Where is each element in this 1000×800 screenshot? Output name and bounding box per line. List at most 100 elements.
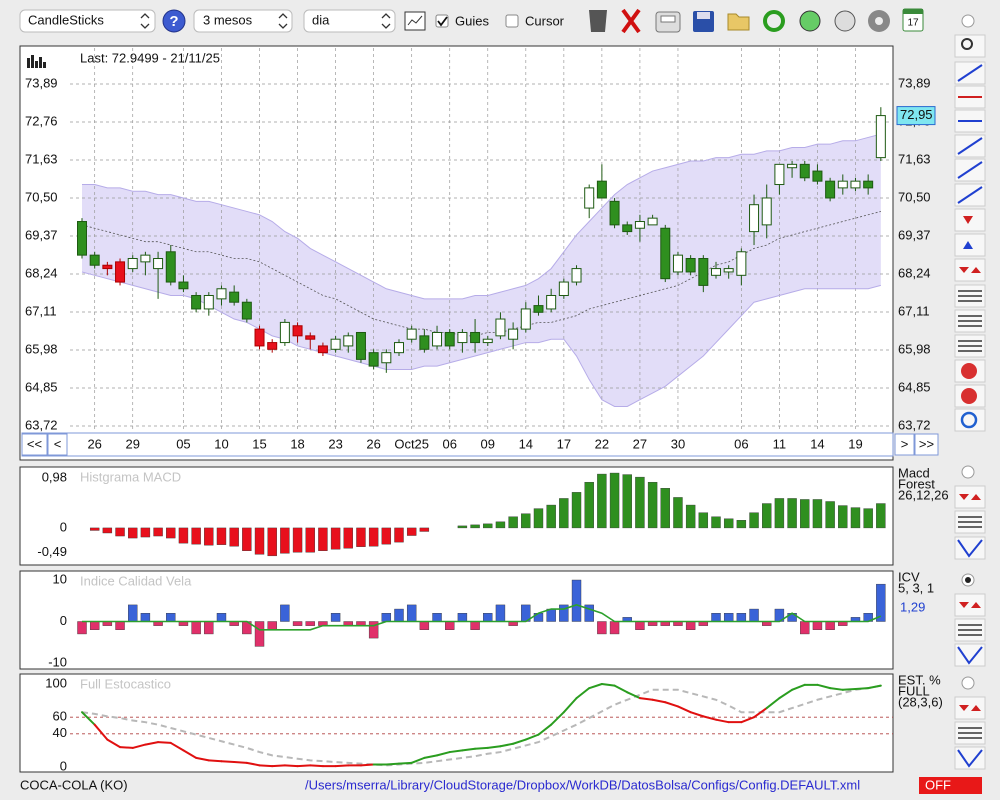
tool-button[interactable] xyxy=(954,34,986,58)
trash-button[interactable] xyxy=(589,10,607,32)
nav-button[interactable] xyxy=(914,433,939,456)
indicator-panel xyxy=(19,466,894,566)
icon-glyph xyxy=(589,10,607,32)
candle-body xyxy=(279,321,290,344)
y-tick-label: 0,98 xyxy=(42,470,67,485)
bar xyxy=(394,527,404,543)
stochastic-segment xyxy=(309,764,324,768)
tool-button[interactable] xyxy=(954,746,986,770)
tool-icon xyxy=(958,315,982,327)
panel-radio[interactable] xyxy=(961,676,975,690)
tool-icon xyxy=(961,363,977,379)
tool-button[interactable] xyxy=(954,536,986,560)
nav-button-label[interactable]: >> xyxy=(919,436,934,451)
status-button[interactable]: OFF xyxy=(919,777,982,794)
bar xyxy=(368,527,379,547)
interval-select[interactable]: dia xyxy=(303,9,396,33)
stochastic-segment xyxy=(524,733,540,741)
bar xyxy=(711,516,721,529)
stochastic-segment xyxy=(664,701,679,708)
bar xyxy=(419,527,430,532)
bar xyxy=(267,621,277,631)
tool-button[interactable] xyxy=(954,593,986,617)
y-tick-label-right: 69,37 xyxy=(898,227,931,242)
settings-button[interactable] xyxy=(868,10,890,32)
bar xyxy=(115,527,125,537)
bar xyxy=(812,621,823,631)
tool-button[interactable] xyxy=(954,485,986,509)
save-button[interactable] xyxy=(693,11,714,32)
bar xyxy=(635,621,645,631)
nav-button[interactable] xyxy=(894,433,915,456)
bar xyxy=(597,473,607,529)
x-tick-label: 19 xyxy=(848,436,862,451)
side-label: (28,3,6) xyxy=(898,694,943,709)
status-text: OFF xyxy=(925,777,951,792)
bar xyxy=(812,499,823,529)
tool-button[interactable] xyxy=(954,408,986,432)
chart-icon[interactable] xyxy=(404,11,426,31)
bar xyxy=(128,527,138,539)
stochastic-segment xyxy=(588,683,603,690)
refresh-button[interactable] xyxy=(763,10,785,32)
bar xyxy=(77,621,87,635)
candle-body xyxy=(254,328,265,347)
panel-title: Histgrama MACD xyxy=(80,469,181,484)
y-tick-label: 63,72 xyxy=(25,417,58,432)
nav-button-label[interactable]: < xyxy=(54,436,62,451)
stochastic-segment xyxy=(740,716,756,724)
nav-button[interactable] xyxy=(47,433,68,456)
bar xyxy=(381,613,392,622)
indicator-line xyxy=(82,604,882,631)
bar xyxy=(825,501,835,529)
tool-button[interactable] xyxy=(954,643,986,667)
stochastic-segment xyxy=(626,691,641,700)
help-button[interactable]: ? xyxy=(162,9,186,33)
candle-body xyxy=(457,331,468,344)
bar xyxy=(584,481,594,529)
bar xyxy=(609,472,620,529)
current-value-label: 1,29 xyxy=(900,599,925,614)
stochastic-segment xyxy=(816,683,832,690)
stochastic-segment xyxy=(182,749,198,759)
bar xyxy=(863,508,873,529)
calendar-button[interactable]: 17 xyxy=(902,8,924,32)
config-path[interactable]: /Users/mserra/Library/CloudStorage/Dropb… xyxy=(305,777,860,792)
y-tick-label: 60 xyxy=(53,709,67,724)
bar xyxy=(166,527,176,539)
stochastic-segment xyxy=(283,764,299,768)
period-select[interactable]: 3 mesos xyxy=(193,9,293,33)
bar xyxy=(292,621,303,626)
stochastic-segment xyxy=(448,749,464,754)
indicator-panel xyxy=(19,570,894,670)
tool-button[interactable] xyxy=(954,696,986,720)
panel-radio[interactable] xyxy=(961,14,975,28)
panel-radio[interactable] xyxy=(961,465,975,479)
stochastic-segment xyxy=(474,746,489,750)
delete-button[interactable] xyxy=(621,8,641,34)
chart-icon-bar xyxy=(43,62,46,68)
sync-button[interactable] xyxy=(799,10,821,32)
tool-button[interactable] xyxy=(954,258,986,282)
nav-button-label[interactable]: > xyxy=(901,436,909,451)
candle-body xyxy=(203,294,214,310)
stochastic-segment xyxy=(436,751,451,757)
bar xyxy=(419,621,430,631)
nav-button-label[interactable]: << xyxy=(27,436,42,451)
currency-button[interactable] xyxy=(834,10,856,32)
stochastic-segment xyxy=(499,742,515,748)
print-button[interactable] xyxy=(655,11,681,33)
y-tick-label: 70,50 xyxy=(25,189,58,204)
candle-body xyxy=(736,251,747,276)
bar xyxy=(280,527,290,554)
open-button[interactable] xyxy=(727,13,750,31)
x-tick-label: 14 xyxy=(810,436,824,451)
bar xyxy=(140,527,151,538)
guides-checkbox[interactable]: Guies xyxy=(435,13,489,28)
chart-type-select[interactable]: CandleSticks xyxy=(19,9,156,33)
nav-button[interactable] xyxy=(21,433,48,456)
cursor-checkbox[interactable]: Cursor xyxy=(505,13,565,28)
tool-icon xyxy=(959,267,981,273)
stochastic-segment xyxy=(131,743,147,749)
